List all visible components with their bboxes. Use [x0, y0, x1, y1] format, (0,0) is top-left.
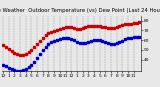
Text: Milwaukee Weather  Outdoor Temperature (vs) Dew Point (Last 24 Hours): Milwaukee Weather Outdoor Temperature (v…: [0, 8, 160, 13]
